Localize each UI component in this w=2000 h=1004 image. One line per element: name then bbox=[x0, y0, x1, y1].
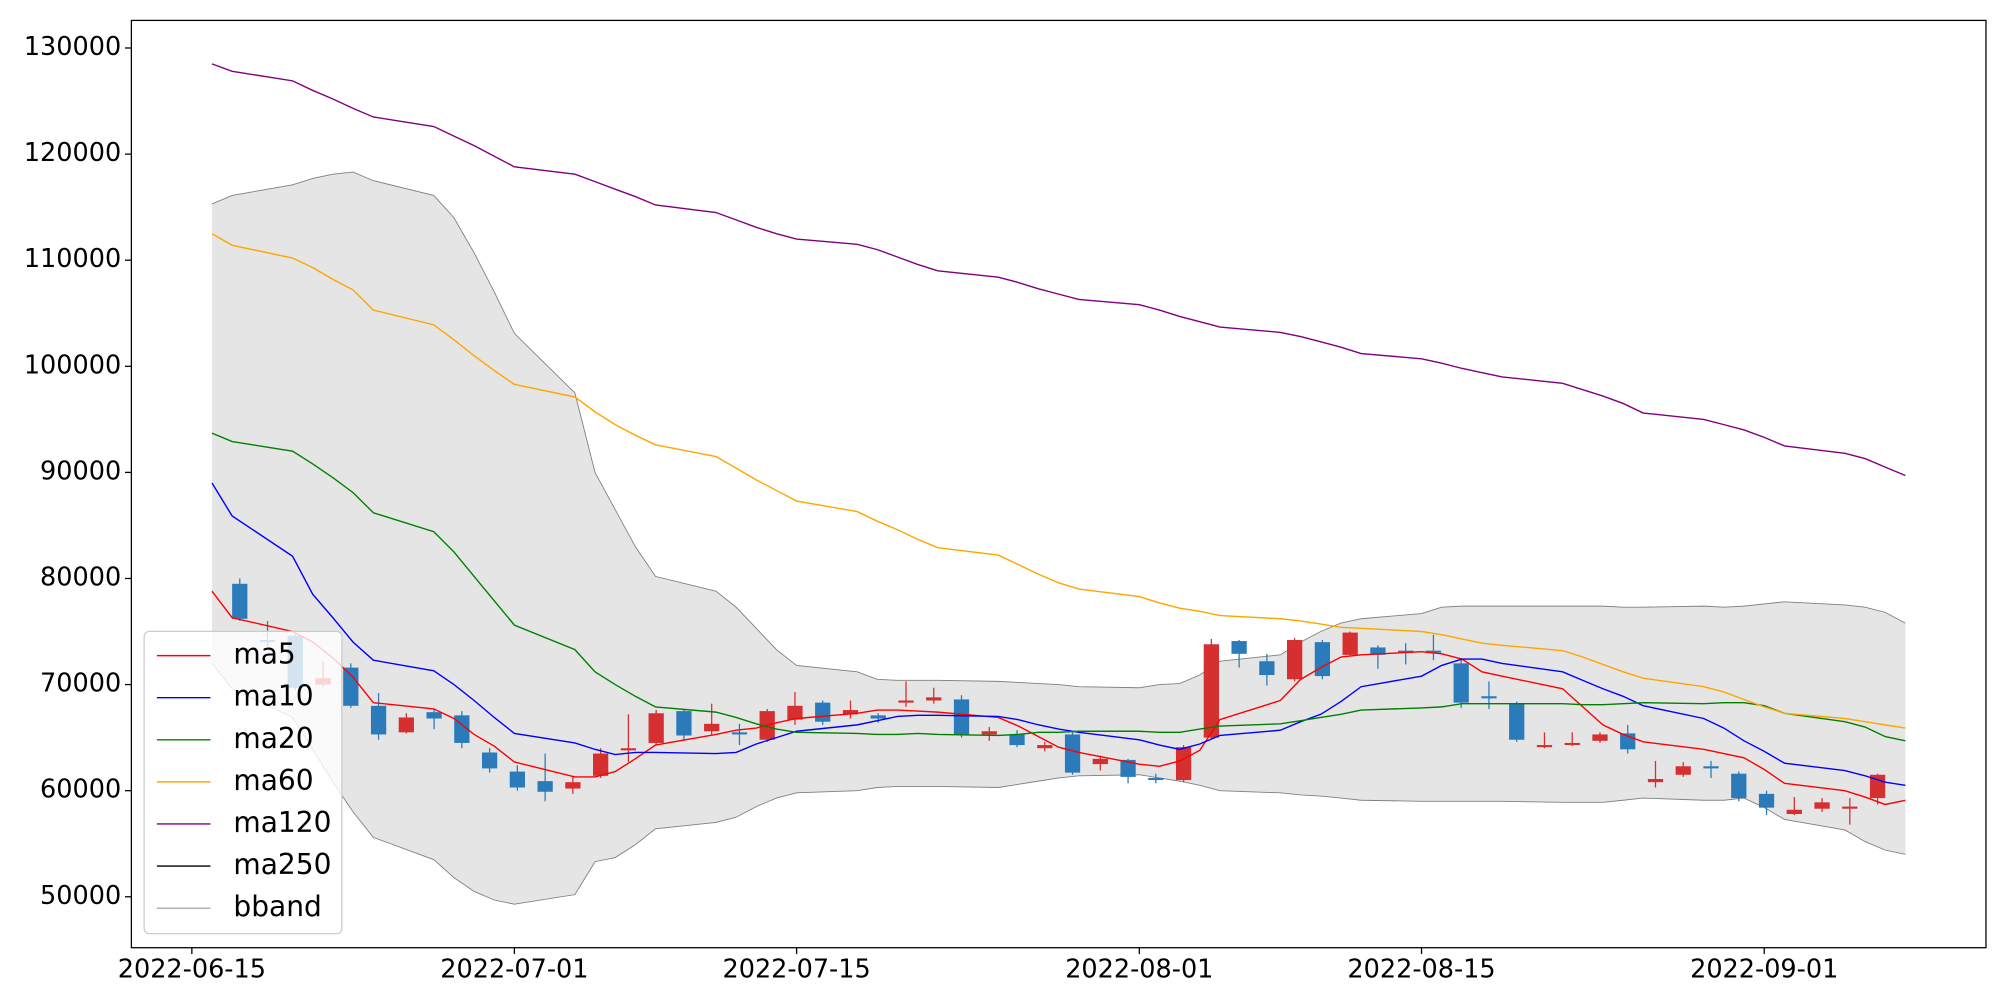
candle-body bbox=[1675, 766, 1691, 775]
candle-body bbox=[1175, 747, 1192, 781]
candle-body bbox=[1398, 650, 1414, 653]
ma-line bbox=[211, 590, 1906, 806]
candle-body bbox=[1092, 758, 1108, 765]
x-tick-label: 2022-08-01 bbox=[1065, 955, 1213, 985]
candle-body bbox=[1786, 809, 1802, 815]
y-tick-label: 110000 bbox=[24, 244, 121, 274]
legend-label: ma10 bbox=[233, 680, 313, 713]
y-tick-label: 60000 bbox=[40, 775, 121, 805]
y-tick-label: 100000 bbox=[24, 350, 121, 380]
candle-body bbox=[426, 712, 442, 719]
candle-body bbox=[1314, 642, 1331, 677]
legend-label: bband bbox=[233, 890, 321, 923]
candle-body bbox=[481, 752, 498, 769]
candle-body bbox=[1370, 647, 1386, 655]
legend-label: ma250 bbox=[233, 848, 331, 881]
candle-body bbox=[1203, 644, 1219, 738]
y-tick-label: 50000 bbox=[40, 881, 121, 911]
candle-body bbox=[232, 583, 248, 619]
ma-line bbox=[211, 233, 1906, 729]
candle-body bbox=[1148, 777, 1164, 781]
ma-line bbox=[211, 432, 1906, 742]
legend-label: ma60 bbox=[233, 764, 313, 797]
candle-body bbox=[1425, 650, 1442, 653]
x-tick-label: 2022-08-15 bbox=[1347, 955, 1495, 985]
bband-fill bbox=[211, 172, 1906, 905]
ma-line bbox=[211, 63, 1906, 477]
candle-body bbox=[1064, 734, 1081, 773]
y-tick-label: 70000 bbox=[40, 669, 121, 699]
x-tick-label: 2022-09-01 bbox=[1690, 955, 1838, 985]
y-tick-label: 80000 bbox=[40, 562, 121, 592]
candle-body bbox=[1342, 632, 1358, 655]
candle-body bbox=[1009, 734, 1025, 746]
candle-body bbox=[1842, 806, 1858, 809]
candle-body bbox=[620, 748, 637, 751]
candle-body bbox=[1286, 640, 1303, 680]
candle-body bbox=[842, 710, 859, 715]
candle-body bbox=[537, 781, 553, 792]
candle-body bbox=[648, 713, 664, 743]
bband-edge bbox=[211, 663, 1906, 905]
x-tick-label: 2022-06-15 bbox=[118, 955, 266, 985]
candle-body bbox=[1037, 745, 1053, 749]
candle-body bbox=[1481, 696, 1497, 699]
candle-body bbox=[981, 731, 997, 735]
y-tick-label: 120000 bbox=[24, 138, 121, 168]
candle-body bbox=[1592, 734, 1608, 741]
candle-body bbox=[704, 723, 720, 732]
candle-body bbox=[1453, 663, 1469, 703]
candle-body bbox=[1758, 793, 1775, 808]
bband-edge bbox=[211, 171, 1906, 689]
candle-body bbox=[676, 711, 692, 736]
candle-body bbox=[1564, 742, 1580, 746]
candle-body bbox=[565, 782, 581, 789]
candle-body bbox=[1231, 641, 1247, 654]
candle-body bbox=[731, 732, 748, 735]
ma-line bbox=[211, 482, 1906, 787]
legend-label: ma20 bbox=[233, 722, 313, 755]
candle-body bbox=[1509, 703, 1525, 740]
legend: ma5 ma10 ma20 ma60 ma120 ma250 bband bbox=[143, 630, 343, 935]
candle-body bbox=[343, 667, 359, 706]
candle-body bbox=[953, 699, 970, 735]
candle-body bbox=[1703, 766, 1719, 769]
candle-body bbox=[815, 702, 831, 722]
candle-body bbox=[1814, 802, 1830, 809]
axes: 50000 60000 70000 80000 90000 100000 110000 120… bbox=[24, 32, 1838, 985]
candle-body bbox=[509, 771, 525, 788]
legend-label: ma120 bbox=[233, 806, 331, 839]
candle-body bbox=[593, 753, 609, 776]
candle-body bbox=[870, 715, 886, 719]
axes-frame bbox=[130, 19, 1987, 949]
x-tick-label: 2022-07-15 bbox=[723, 955, 871, 985]
y-tick-label: 130000 bbox=[24, 32, 121, 62]
x-tick-label: 2022-07-01 bbox=[440, 955, 588, 985]
candle-body bbox=[926, 697, 942, 701]
candle-body bbox=[787, 705, 803, 720]
candle-body bbox=[898, 700, 914, 703]
legend-box bbox=[143, 630, 343, 935]
candle-body bbox=[1647, 779, 1664, 783]
candle-body bbox=[1731, 773, 1747, 799]
candle-body bbox=[1259, 661, 1275, 676]
candle-body bbox=[398, 717, 414, 733]
legend-label: ma5 bbox=[233, 638, 295, 671]
candle-body bbox=[1536, 745, 1553, 748]
y-tick-label: 90000 bbox=[40, 456, 121, 486]
candle-body bbox=[1120, 759, 1136, 777]
candle-body bbox=[370, 705, 387, 735]
